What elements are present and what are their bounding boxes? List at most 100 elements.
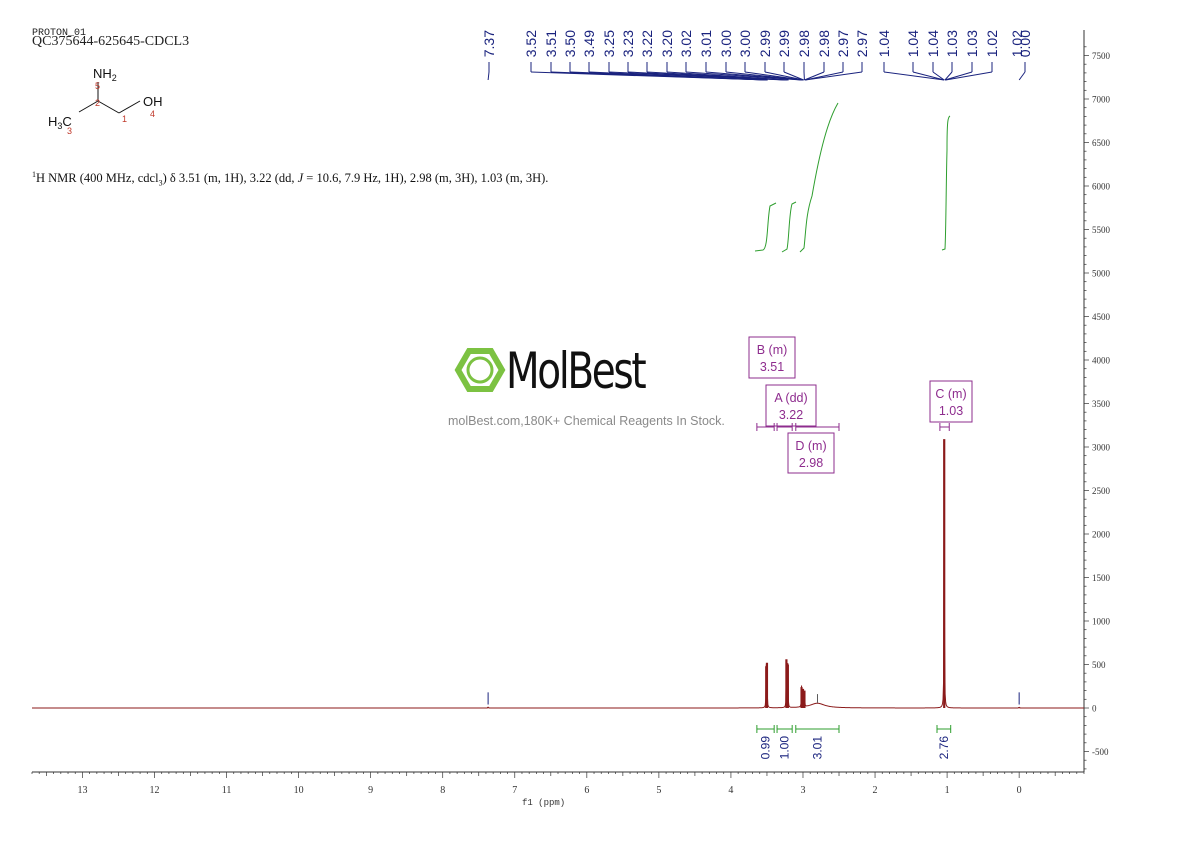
bond-2-1 [97,100,120,114]
peak-label-leader [783,71,804,81]
peak-label-leader [883,71,945,81]
y-tick-label: 500 [1092,660,1106,670]
peak-label: 3.52 [523,30,539,57]
nmr-summary-j: J [297,171,304,186]
peak-label: 2.98 [816,30,832,57]
spectrum-trace [32,510,1084,709]
x-tick-label: 4 [728,785,733,796]
x-tick-label: 3 [800,785,805,796]
peak-label-leader [805,71,863,81]
watermark-logo-icon [454,347,506,393]
multiplet-box [748,336,796,379]
multiplet-name: C (m) [935,387,966,401]
y-tick-label: 7500 [1092,51,1111,61]
multiplet-box [765,384,817,427]
y-tick-label: 5500 [1092,225,1111,235]
x-tick-label: 5 [656,785,661,796]
x-tick-label: 1 [945,785,950,796]
peak-label-leader [744,71,804,81]
integral-value: 2.76 [937,736,951,760]
y-tick-label: 1000 [1092,617,1111,627]
y-tick-label: 4500 [1092,312,1111,322]
integral-curve [799,102,839,253]
x-tick-label: 2 [873,785,878,796]
locant-4: 4 [150,109,155,119]
peak-label: 1.04 [905,30,921,57]
peak-label: 1.03 [944,30,960,57]
molecule-structure: NH2 OH H3C 5 2 1 4 3 [48,66,163,136]
y-tick-label: 4000 [1092,356,1111,366]
y-tick-label: -500 [1092,747,1109,757]
multiplet-value: 3.51 [760,360,784,374]
locant-1: 1 [122,114,127,124]
nmr-summary: 1H NMR (400 MHz, cdcl3) δ 3.51 (m, 1H), … [32,170,548,188]
nmr-summary-part-3: = 10.6, 7.9 Hz, 1H), 2.98 (m, 3H), 1.03 … [303,171,549,186]
multiplet-value: 1.03 [939,404,963,418]
locant-5: 5 [95,81,100,91]
y-tick-label: 2500 [1092,486,1111,496]
peak-label-leader [804,71,825,81]
peak-label-leader [932,71,945,81]
locant-3: 3 [67,126,72,136]
multiplet-name: D (m) [795,439,826,453]
peak-label: 2.99 [757,30,773,57]
peak-label: 2.99 [776,30,792,57]
x-tick-label: 6 [584,785,589,796]
peak-label: 0.00 [1017,30,1033,57]
x-tick-label: 0 [1017,785,1022,796]
y-tick-label: 1500 [1092,573,1111,583]
peak-label-leader [764,71,804,81]
peak-label: 1.02 [1009,30,1025,57]
integral-curve [781,201,797,253]
peak-label-leader [912,71,945,81]
peak-label-leader [487,71,490,81]
multiplet-value: 2.98 [799,456,823,470]
x-tick-label: 7 [512,785,517,796]
peak-label: 1.04 [925,30,941,57]
x-tick-label: 8 [440,785,445,796]
y-tick-label: 0 [1092,704,1097,714]
atom-ch3: H3C [48,114,72,131]
y-tick-label: 5000 [1092,269,1111,279]
nmr-summary-part-2: ) δ 3.51 (m, 1H), 3.22 (dd, [162,171,298,186]
peak-label: 2.98 [796,30,812,57]
peak-label: 3.22 [639,30,655,57]
y-tick-label: 2000 [1092,530,1111,540]
y-tick-label: 3500 [1092,399,1111,409]
multiplet-box [787,432,835,474]
peak-label: 3.23 [620,30,636,57]
integral-curve [941,115,951,251]
x-tick-label: 12 [149,785,159,796]
integral-curve [754,202,777,252]
peak-label: 3.51 [543,30,559,57]
atom-nh2: NH2 [93,66,117,83]
multiplet-name: A (dd) [774,391,807,405]
x-tick-label: 10 [294,785,304,796]
peak-label: 7.37 [481,30,497,57]
peak-label-leader [945,71,993,81]
peak-label: 3.50 [562,30,578,57]
peak-label: 3.25 [601,30,617,57]
peak-label: 3.02 [678,30,694,57]
nmr-summary-sub: 3 [158,178,163,188]
multiplet-name: B (m) [757,343,788,357]
watermark-brand: MolBest [506,342,647,400]
y-tick-label: 6500 [1092,138,1111,148]
integral-value: 1.00 [778,736,792,760]
peak-label: 3.00 [737,30,753,57]
peak-label: 2.97 [835,30,851,57]
peak-label: 2.97 [854,30,870,57]
integral-value: 0.99 [759,736,773,760]
experiment-label: PROTON_01 [32,28,87,39]
watermark-caption: molBest.com,180K+ Chemical Reagents In S… [448,414,725,428]
multiplet-box [929,380,973,423]
atom-oh: OH [143,94,163,109]
y-tick-label: 3000 [1092,443,1111,453]
peak-label-leader [1018,71,1026,81]
x-tick-label: 11 [222,785,232,796]
bond-1-4 [118,100,141,114]
nmr-summary-part-1: H NMR (400 MHz, cdcl [36,171,159,186]
peak-label: 1.02 [984,30,1000,57]
x-tick-label: 13 [77,785,87,796]
